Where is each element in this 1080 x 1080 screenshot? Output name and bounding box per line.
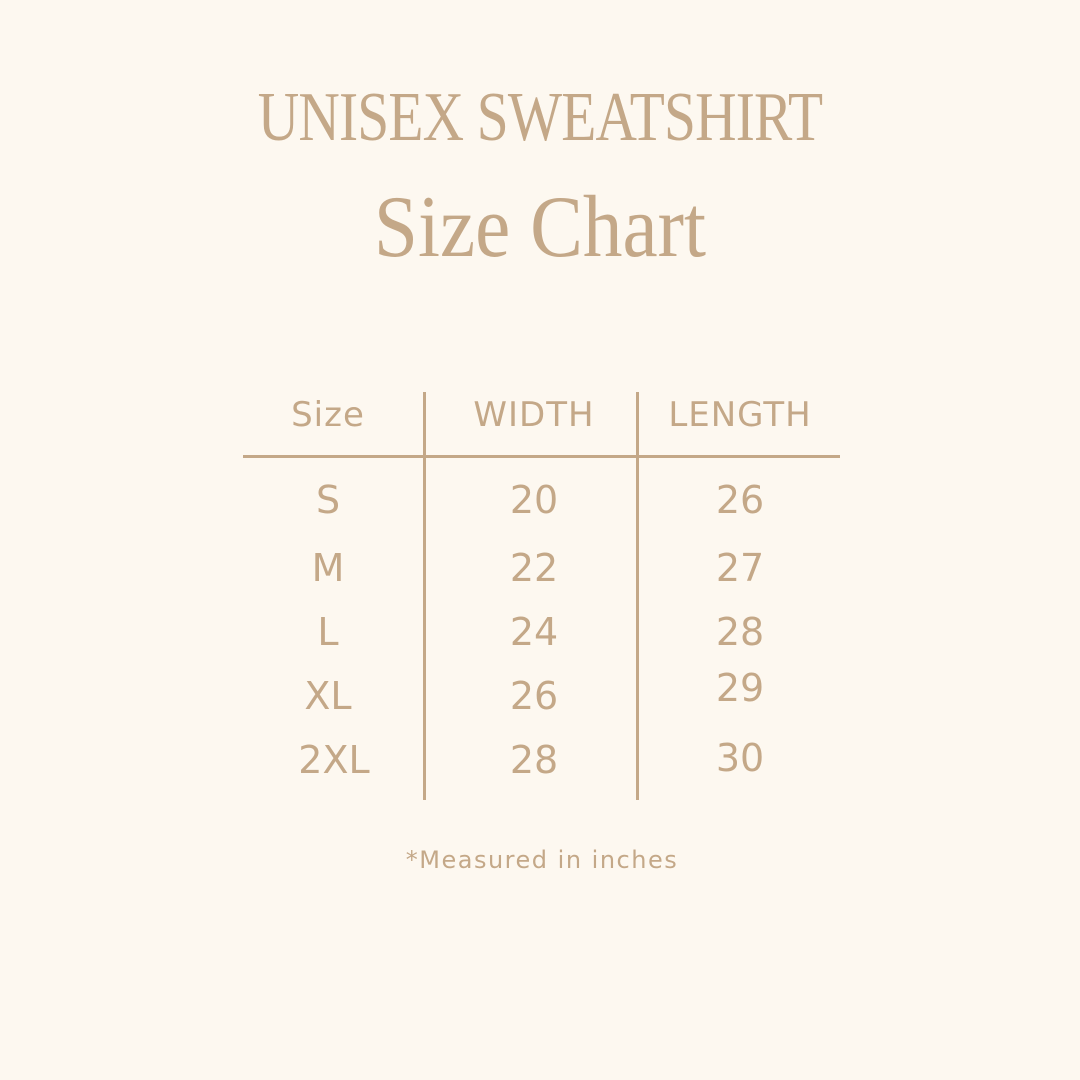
- table-cell: 28: [509, 738, 559, 782]
- table-cell: 20: [509, 478, 559, 522]
- table-cell: 27: [715, 546, 765, 590]
- table-cell: 29: [715, 666, 765, 710]
- header-width: WIDTH: [473, 395, 595, 435]
- table-cell: 2XL: [298, 738, 370, 782]
- table-cell: XL: [304, 674, 352, 718]
- table-cell: 22: [509, 546, 559, 590]
- table-cell: 28: [715, 610, 765, 654]
- page-title: Size Chart: [373, 179, 707, 276]
- header-size: Size: [291, 395, 365, 435]
- column-divider: [423, 392, 426, 800]
- table-cell: S: [315, 478, 341, 522]
- footnote: *Measured in inches: [405, 846, 679, 874]
- header-divider: [243, 455, 840, 458]
- table-cell: 24: [509, 610, 559, 654]
- column-divider: [636, 392, 639, 800]
- header-length: LENGTH: [668, 395, 812, 435]
- product-title: UNISEX SWEATSHIRT: [257, 79, 823, 156]
- table-cell: 26: [715, 478, 765, 522]
- table-cell: M: [311, 546, 345, 590]
- table-cell: L: [317, 610, 339, 654]
- table-cell: 30: [715, 736, 765, 780]
- table-cell: 26: [509, 674, 559, 718]
